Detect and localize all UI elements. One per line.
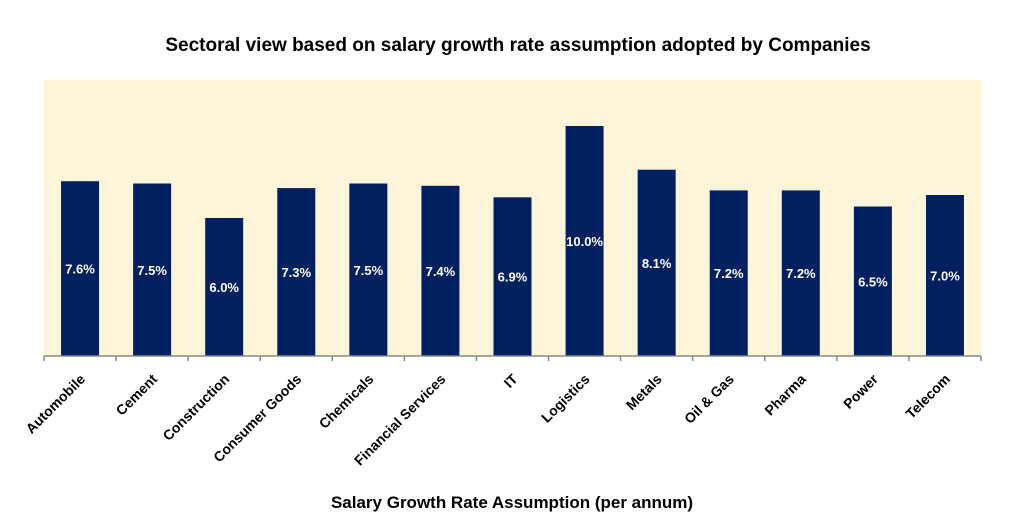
x-axis-title: Salary Growth Rate Assumption (per annum…: [331, 493, 693, 512]
data-label: 7.5%: [137, 263, 167, 278]
x-tick-label: Telecom: [902, 371, 953, 422]
data-label: 7.0%: [930, 269, 960, 284]
bar-construction: [205, 218, 244, 356]
x-tick-label: Logistics: [538, 371, 593, 426]
data-label: 7.3%: [281, 265, 311, 280]
x-tick-label: Chemicals: [316, 371, 377, 432]
bar-cement: [133, 183, 172, 356]
data-labels-group: 7.6% 7.5% 6.0% 7.3% 7.5% 7.4% 6.9% 10.0% 8.1% 7.2…: [65, 234, 960, 295]
bar-oil-gas: [709, 190, 748, 356]
x-tick-label: Construction: [159, 371, 232, 444]
bar-consumer-goods: [277, 188, 316, 356]
x-tick-label: Pharma: [761, 371, 809, 419]
data-label: 6.5%: [858, 274, 888, 289]
bar-pharma: [781, 190, 820, 356]
data-label: 10.0%: [566, 234, 603, 249]
data-label: 6.0%: [209, 280, 239, 295]
bar-telecom: [925, 195, 964, 356]
bar-logistics: [565, 126, 604, 356]
bar-metals: [637, 169, 676, 356]
bar-power: [853, 206, 892, 356]
data-label: 7.2%: [786, 266, 816, 281]
chart-title: Sectoral view based on salary growth rat…: [165, 35, 870, 56]
bar-financial-services: [421, 185, 460, 356]
data-label: 7.5%: [354, 263, 384, 278]
x-tick-label: Power: [840, 370, 881, 411]
x-axis-ticks: [43, 356, 982, 361]
bar-it: [493, 197, 532, 356]
data-label: 7.6%: [65, 262, 95, 277]
data-label: 8.1%: [642, 256, 672, 271]
x-tick-label: Automobile: [22, 371, 88, 437]
x-tick-label: Cement: [113, 371, 161, 419]
bar-automobile: [61, 181, 100, 356]
data-label: 7.4%: [426, 264, 456, 279]
bars-group: [61, 126, 964, 356]
x-tick-label: IT: [501, 370, 521, 390]
data-label: 6.9%: [498, 270, 528, 285]
data-label: 7.2%: [714, 266, 744, 281]
x-tick-label: Metals: [623, 371, 665, 413]
bar-chemicals: [349, 183, 388, 356]
x-tick-label: Oil & Gas: [681, 371, 737, 427]
